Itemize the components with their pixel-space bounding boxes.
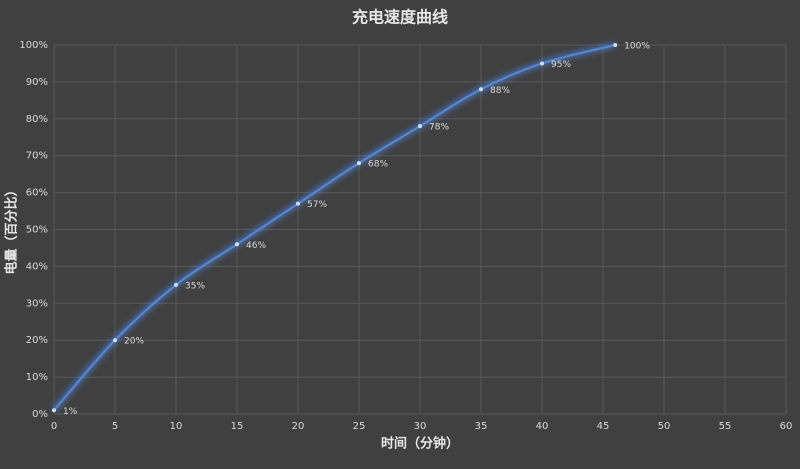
y-tick-label: 80% — [26, 114, 48, 125]
point — [52, 408, 56, 413]
line — [53, 43, 616, 412]
x-tick-label: 35 — [475, 421, 488, 432]
y-tick-label: 100% — [19, 40, 48, 51]
point — [174, 282, 178, 287]
data-label: 88% — [490, 86, 510, 96]
x-tick-label: 25 — [353, 421, 366, 432]
x-tick-label: 45 — [597, 421, 610, 432]
data-label: 46% — [246, 241, 266, 251]
y-tick-label: 10% — [26, 372, 48, 383]
x-tick-label: 40 — [536, 421, 549, 432]
y-tick-label: 40% — [26, 261, 48, 272]
y-tick-label: 30% — [26, 298, 48, 309]
data-label: 57% — [307, 200, 327, 210]
point — [418, 124, 422, 129]
data-label: 35% — [185, 281, 205, 291]
y-tick-label: 0% — [32, 409, 48, 420]
data-label: 78% — [429, 123, 449, 133]
y-tick-label: 20% — [26, 335, 48, 346]
point — [113, 338, 117, 343]
point — [479, 87, 483, 92]
y-tick-label: 90% — [26, 77, 48, 88]
x-tick-label: 20 — [292, 421, 305, 432]
x-tick-label: 60 — [780, 421, 793, 432]
point — [296, 201, 300, 206]
chart-title: 充电速度曲线 — [352, 8, 448, 27]
x-axis-title: 时间（分钟） — [381, 436, 459, 452]
data-label: 1% — [63, 407, 78, 417]
point — [613, 43, 618, 47]
x-tick-label: 0 — [51, 421, 57, 432]
x-tick-label: 50 — [658, 421, 671, 432]
x-tick-label: 15 — [231, 421, 244, 432]
y-axis-title: 电量（百分比） — [4, 183, 20, 274]
point — [357, 161, 361, 166]
data-label: 100% — [624, 42, 650, 52]
x-tick-label: 10 — [170, 421, 183, 432]
data-label: 95% — [551, 60, 571, 70]
y-tick-label: 60% — [26, 188, 48, 199]
x-tick-label: 55 — [719, 421, 732, 432]
x-tick-label: 5 — [112, 421, 118, 432]
y-tick-label: 50% — [26, 225, 48, 236]
x-tick-label: 30 — [414, 421, 427, 432]
point — [235, 242, 239, 247]
data-label: 20% — [124, 337, 144, 347]
data-label: 68% — [368, 160, 388, 170]
y-tick-label: 70% — [26, 151, 48, 162]
point — [540, 61, 544, 66]
